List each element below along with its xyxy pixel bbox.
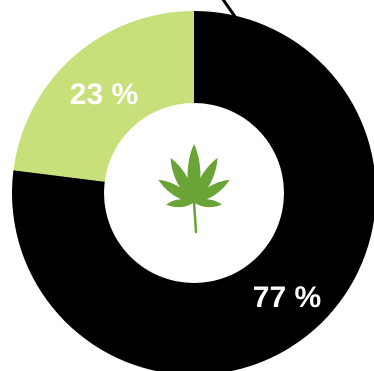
leaflet-6 <box>194 199 222 208</box>
slice-label-small: 23 % <box>70 78 138 111</box>
donut-slice-0 <box>12 11 374 371</box>
pointer-line <box>221 0 238 20</box>
leaflet-4 <box>194 179 230 203</box>
leaf-stem <box>192 200 198 234</box>
leaflet-5 <box>166 199 194 208</box>
cannabis-leaf-icon <box>158 144 230 234</box>
leaflet-2 <box>193 157 218 202</box>
leaflet-3 <box>158 179 194 203</box>
slice-label-large: 77 % <box>253 281 321 314</box>
leaflet-1 <box>170 157 195 202</box>
